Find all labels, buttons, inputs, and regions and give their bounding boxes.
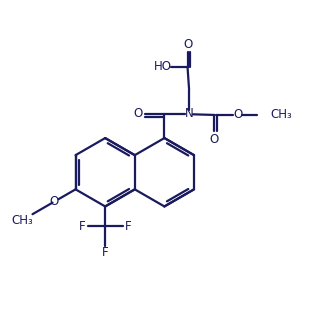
Text: O: O [233, 108, 243, 121]
Text: F: F [79, 219, 85, 232]
Text: N: N [185, 107, 193, 120]
Text: F: F [102, 246, 108, 259]
Text: HO: HO [154, 60, 172, 73]
Text: O: O [183, 38, 192, 51]
Text: CH₃: CH₃ [11, 214, 33, 227]
Text: CH₃: CH₃ [271, 108, 293, 121]
Text: O: O [210, 133, 219, 146]
Text: O: O [50, 195, 59, 208]
Text: O: O [134, 108, 143, 121]
Text: F: F [125, 219, 132, 232]
